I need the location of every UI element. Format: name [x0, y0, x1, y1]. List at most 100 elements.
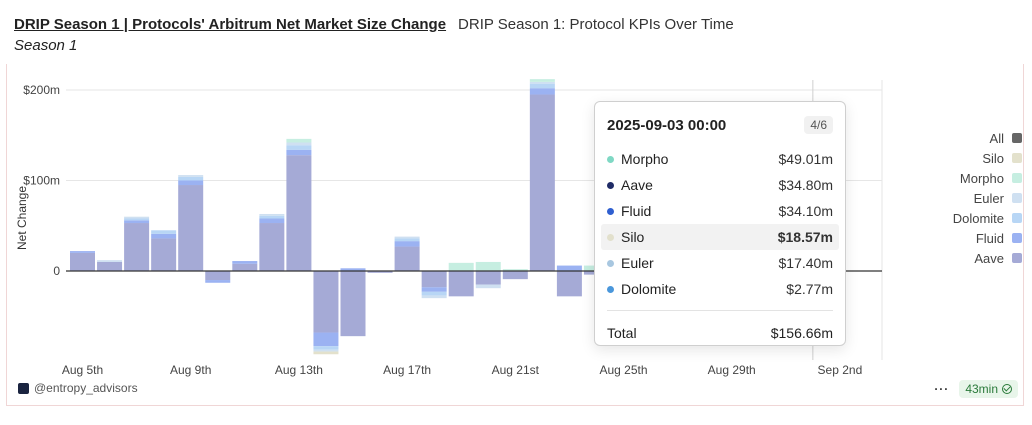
- chart-title-link[interactable]: DRIP Season 1 | Protocols' Arbitrum Net …: [14, 16, 447, 33]
- legend-label: Morpho: [959, 170, 1004, 186]
- tooltip-date: 2025-09-03 00:00: [607, 116, 727, 134]
- refresh-time: 43min: [965, 382, 998, 396]
- tooltip-total-row: Total $156.66m: [607, 311, 833, 355]
- bar-fluid: [556, 265, 582, 271]
- bar-fluid: [394, 241, 420, 247]
- y-tick-label: 0: [53, 264, 60, 278]
- hover-tooltip: 2025-09-03 00:00 4/6 Morpho $49.01m Aave $3…: [594, 101, 846, 346]
- x-tick-label: Aug 17th: [383, 363, 431, 377]
- chart-card: [6, 64, 1024, 406]
- legend-item-all[interactable]: All: [953, 128, 1022, 148]
- tooltip-series-name: Morpho: [607, 151, 668, 167]
- legend-item-silo[interactable]: Silo: [953, 148, 1022, 168]
- tooltip-series-value: $49.01m: [778, 151, 833, 167]
- bar-fluid: [205, 280, 231, 283]
- series-dot-icon: [607, 155, 614, 163]
- bar-aave: [502, 271, 528, 280]
- more-options-button[interactable]: ···: [934, 382, 950, 396]
- bar-aave: [556, 271, 582, 297]
- bar-euler: [529, 81, 555, 84]
- bar-dolomite: [178, 176, 204, 181]
- author-handle: @entropy_advisors: [34, 381, 138, 395]
- legend-swatch: [1012, 173, 1022, 183]
- chart-footer-actions: ··· 43min: [934, 380, 1018, 398]
- y-tick-label: $100m: [23, 174, 60, 188]
- x-tick-label: Aug 13th: [275, 363, 323, 377]
- tooltip-page-indicator: 4/6: [804, 116, 833, 134]
- tooltip-total-label: Total: [607, 325, 637, 341]
- x-tick-label: Aug 5th: [62, 363, 103, 377]
- legend-label: All: [989, 130, 1004, 146]
- bar-morpho: [286, 138, 312, 143]
- bar-dolomite: [151, 230, 177, 234]
- tooltip-series-value: $34.80m: [778, 177, 833, 193]
- bar-fluid: [151, 233, 177, 239]
- tooltip-row-aave: Aave $34.80m: [601, 172, 839, 198]
- series-dot-icon: [607, 233, 614, 241]
- legend-swatch: [1012, 233, 1022, 243]
- bar-euler: [286, 142, 312, 146]
- tooltip-total-value: $156.66m: [770, 325, 833, 341]
- tooltip-row-silo: Silo $18.57m: [601, 224, 839, 250]
- legend-item-euler[interactable]: Euler: [953, 188, 1022, 208]
- legend-label: Euler: [973, 190, 1004, 206]
- bar-aave: [97, 261, 123, 271]
- x-tick-label: Aug 9th: [170, 363, 211, 377]
- dashboard-subtitle: DRIP Season 1: Protocol KPIs Over Time: [458, 16, 734, 33]
- series-dot-icon: [607, 181, 614, 189]
- legend-item-dolomite[interactable]: Dolomite: [953, 208, 1022, 228]
- tooltip-series-name: Aave: [607, 177, 653, 193]
- x-tick-label: Sep 2nd: [818, 363, 863, 377]
- bar-morpho: [475, 261, 501, 271]
- bar-aave: [232, 263, 258, 271]
- tooltip-series-value: $17.40m: [778, 255, 833, 271]
- bar-fluid: [124, 220, 150, 224]
- bar-fluid: [529, 88, 555, 95]
- chart-legend: All Silo Morpho Euler Dolomite Fluid Aave: [953, 128, 1022, 268]
- legend-swatch: [1012, 153, 1022, 163]
- legend-item-morpho[interactable]: Morpho: [953, 168, 1022, 188]
- bar-fluid: [178, 180, 204, 186]
- bar-morpho: [502, 269, 528, 271]
- tooltip-series-value: $34.10m: [778, 203, 833, 219]
- bar-dolomite: [394, 238, 420, 242]
- tooltip-divider: [607, 310, 833, 311]
- tooltip-series-value: $2.77m: [786, 281, 833, 297]
- bar-euler: [178, 175, 204, 177]
- tooltip-row-euler: Euler $17.40m: [601, 250, 839, 276]
- author-credit[interactable]: @entropy_advisors: [18, 381, 138, 395]
- bar-aave: [286, 155, 312, 271]
- bar-aave: [367, 271, 393, 273]
- refresh-badge[interactable]: 43min: [959, 380, 1018, 398]
- bar-morpho: [529, 79, 555, 82]
- x-tick-label: Aug 25th: [599, 363, 647, 377]
- tooltip-series-name: Euler: [607, 255, 654, 271]
- bar-euler: [313, 349, 339, 352]
- y-tick-label: $200m: [23, 83, 60, 97]
- tooltip-row-dolomite: Dolomite $2.77m: [601, 276, 839, 302]
- bar-morpho: [448, 262, 474, 271]
- bar-dolomite: [529, 83, 555, 89]
- legend-item-aave[interactable]: Aave: [953, 248, 1022, 268]
- bar-euler: [475, 284, 501, 289]
- bar-fluid: [70, 251, 95, 253]
- bar-euler: [97, 260, 123, 262]
- bar-silo: [313, 351, 339, 355]
- season-label: Season 1: [14, 37, 78, 54]
- bar-dolomite: [286, 145, 312, 150]
- bar-dolomite: [124, 218, 150, 221]
- tooltip-row-fluid: Fluid $34.10m: [601, 198, 839, 224]
- bar-aave: [394, 246, 420, 271]
- bar-euler: [124, 216, 150, 219]
- bar-aave: [178, 185, 204, 271]
- bar-fluid: [259, 218, 285, 224]
- legend-item-fluid[interactable]: Fluid: [953, 228, 1022, 248]
- series-dot-icon: [607, 285, 614, 293]
- bar-aave: [529, 94, 555, 272]
- legend-swatch: [1012, 133, 1022, 143]
- legend-label: Aave: [974, 250, 1004, 266]
- bar-fluid: [313, 332, 339, 347]
- legend-label: Dolomite: [952, 210, 1004, 226]
- legend-swatch: [1012, 253, 1022, 263]
